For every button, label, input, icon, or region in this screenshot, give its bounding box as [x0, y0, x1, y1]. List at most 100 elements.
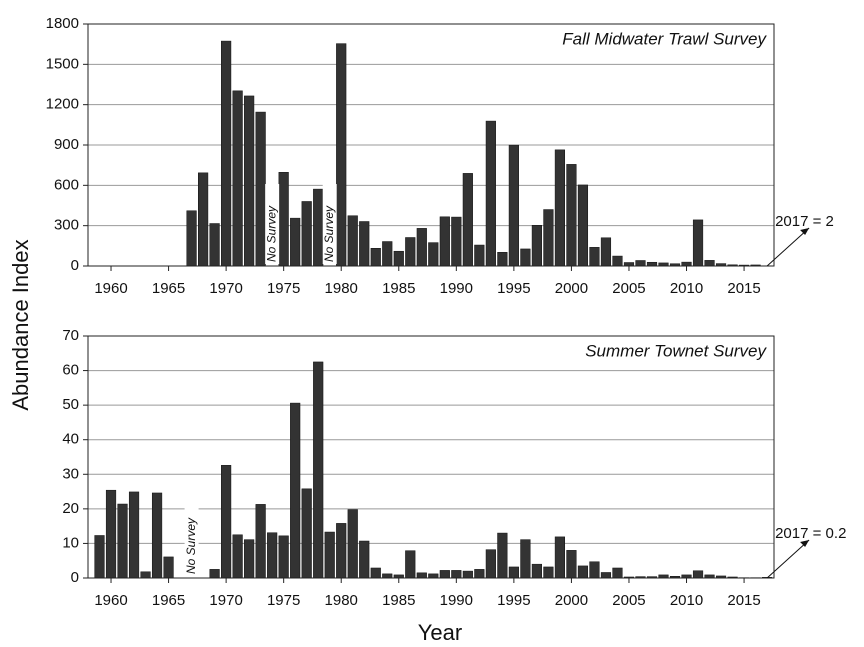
bar — [681, 261, 692, 267]
bar — [405, 550, 416, 579]
annotation: No Survey — [264, 205, 278, 262]
bar — [324, 531, 335, 579]
x-tick-label: 1995 — [497, 592, 530, 609]
bar — [347, 509, 358, 579]
bar — [232, 90, 243, 267]
bar — [186, 210, 197, 267]
bar — [416, 228, 427, 267]
bar — [508, 144, 519, 267]
bar — [105, 489, 117, 579]
bar — [370, 248, 381, 267]
bar — [577, 565, 589, 579]
x-tick-label: 2015 — [727, 592, 760, 609]
bar — [612, 567, 623, 579]
x-tick-label: 1990 — [440, 280, 473, 297]
bar — [439, 216, 450, 267]
y-tick-label: 10 — [62, 534, 79, 551]
bar — [589, 561, 600, 579]
y-tick-label: 300 — [54, 217, 79, 234]
bar — [244, 539, 255, 579]
bar — [232, 534, 243, 579]
chart-title: Summer Townet Survey — [585, 341, 767, 360]
y-tick-label: 1800 — [46, 15, 79, 32]
bar — [117, 503, 128, 579]
x-tick-label: 1980 — [325, 280, 358, 297]
bar — [543, 566, 554, 579]
annotation-bg — [322, 184, 337, 264]
bar — [554, 536, 565, 579]
bar — [290, 217, 301, 267]
bar — [623, 262, 635, 267]
bar — [497, 252, 508, 267]
bar — [428, 242, 439, 267]
x-tick-label: 1990 — [440, 592, 473, 609]
annotation-arrowhead — [800, 228, 810, 235]
annotation: No Survey — [184, 517, 198, 574]
bar — [278, 172, 289, 267]
y-tick-label: 60 — [62, 362, 79, 379]
bar — [497, 532, 508, 579]
bar — [393, 250, 404, 267]
bar — [370, 567, 381, 579]
bar — [485, 120, 496, 267]
x-tick-label: 1980 — [325, 592, 358, 609]
bar — [704, 260, 715, 267]
bar — [554, 149, 565, 267]
y-tick-label: 1200 — [46, 96, 79, 113]
x-tick-label: 1970 — [209, 592, 242, 609]
bar — [462, 173, 473, 267]
plot-frame — [87, 23, 775, 267]
bar — [221, 465, 232, 579]
bar — [267, 532, 278, 579]
bar — [646, 261, 658, 267]
bar — [577, 184, 589, 267]
x-tick-label: 2015 — [727, 280, 760, 297]
bar — [474, 569, 485, 579]
y-tick-label: 40 — [62, 431, 79, 448]
bar — [382, 573, 393, 579]
bar — [474, 244, 485, 267]
bar — [485, 549, 496, 579]
bar — [531, 225, 542, 267]
bar — [163, 556, 174, 579]
bar — [140, 571, 151, 579]
x-tick-label: 1960 — [94, 592, 127, 609]
bar — [359, 540, 370, 579]
bar — [566, 164, 577, 267]
x-tick-label: 1960 — [94, 280, 127, 297]
bar — [255, 504, 266, 579]
x-tick-label: 2000 — [555, 280, 588, 297]
annotation-arrow — [766, 227, 810, 267]
bar — [151, 492, 163, 579]
bar — [359, 221, 370, 267]
y-tick-label: 0 — [71, 569, 79, 586]
bar — [612, 255, 623, 267]
bar — [347, 215, 358, 267]
bar — [301, 201, 312, 267]
bar — [589, 247, 600, 267]
bar — [428, 573, 439, 579]
y-tick-label: 70 — [62, 327, 79, 344]
bar — [221, 40, 232, 267]
y-tick-label: 900 — [54, 136, 79, 153]
y-axis-title: Abundance Index — [8, 239, 33, 410]
bar — [278, 535, 289, 579]
x-tick-label: 1975 — [267, 592, 300, 609]
y-tick-label: 50 — [62, 396, 79, 413]
bar — [128, 491, 140, 579]
y-tick-label: 30 — [62, 465, 79, 482]
bar — [416, 572, 427, 579]
bar — [209, 223, 220, 267]
y-tick-label: 600 — [54, 176, 79, 193]
bar — [543, 209, 554, 267]
bar — [635, 260, 646, 267]
bar — [336, 43, 347, 267]
bar — [290, 402, 301, 579]
bar — [451, 570, 462, 579]
annotation-bg — [184, 496, 199, 576]
x-tick-label: 1965 — [152, 280, 185, 297]
bar — [336, 523, 347, 579]
bar — [520, 539, 531, 579]
annotation-arrowhead — [800, 540, 810, 547]
